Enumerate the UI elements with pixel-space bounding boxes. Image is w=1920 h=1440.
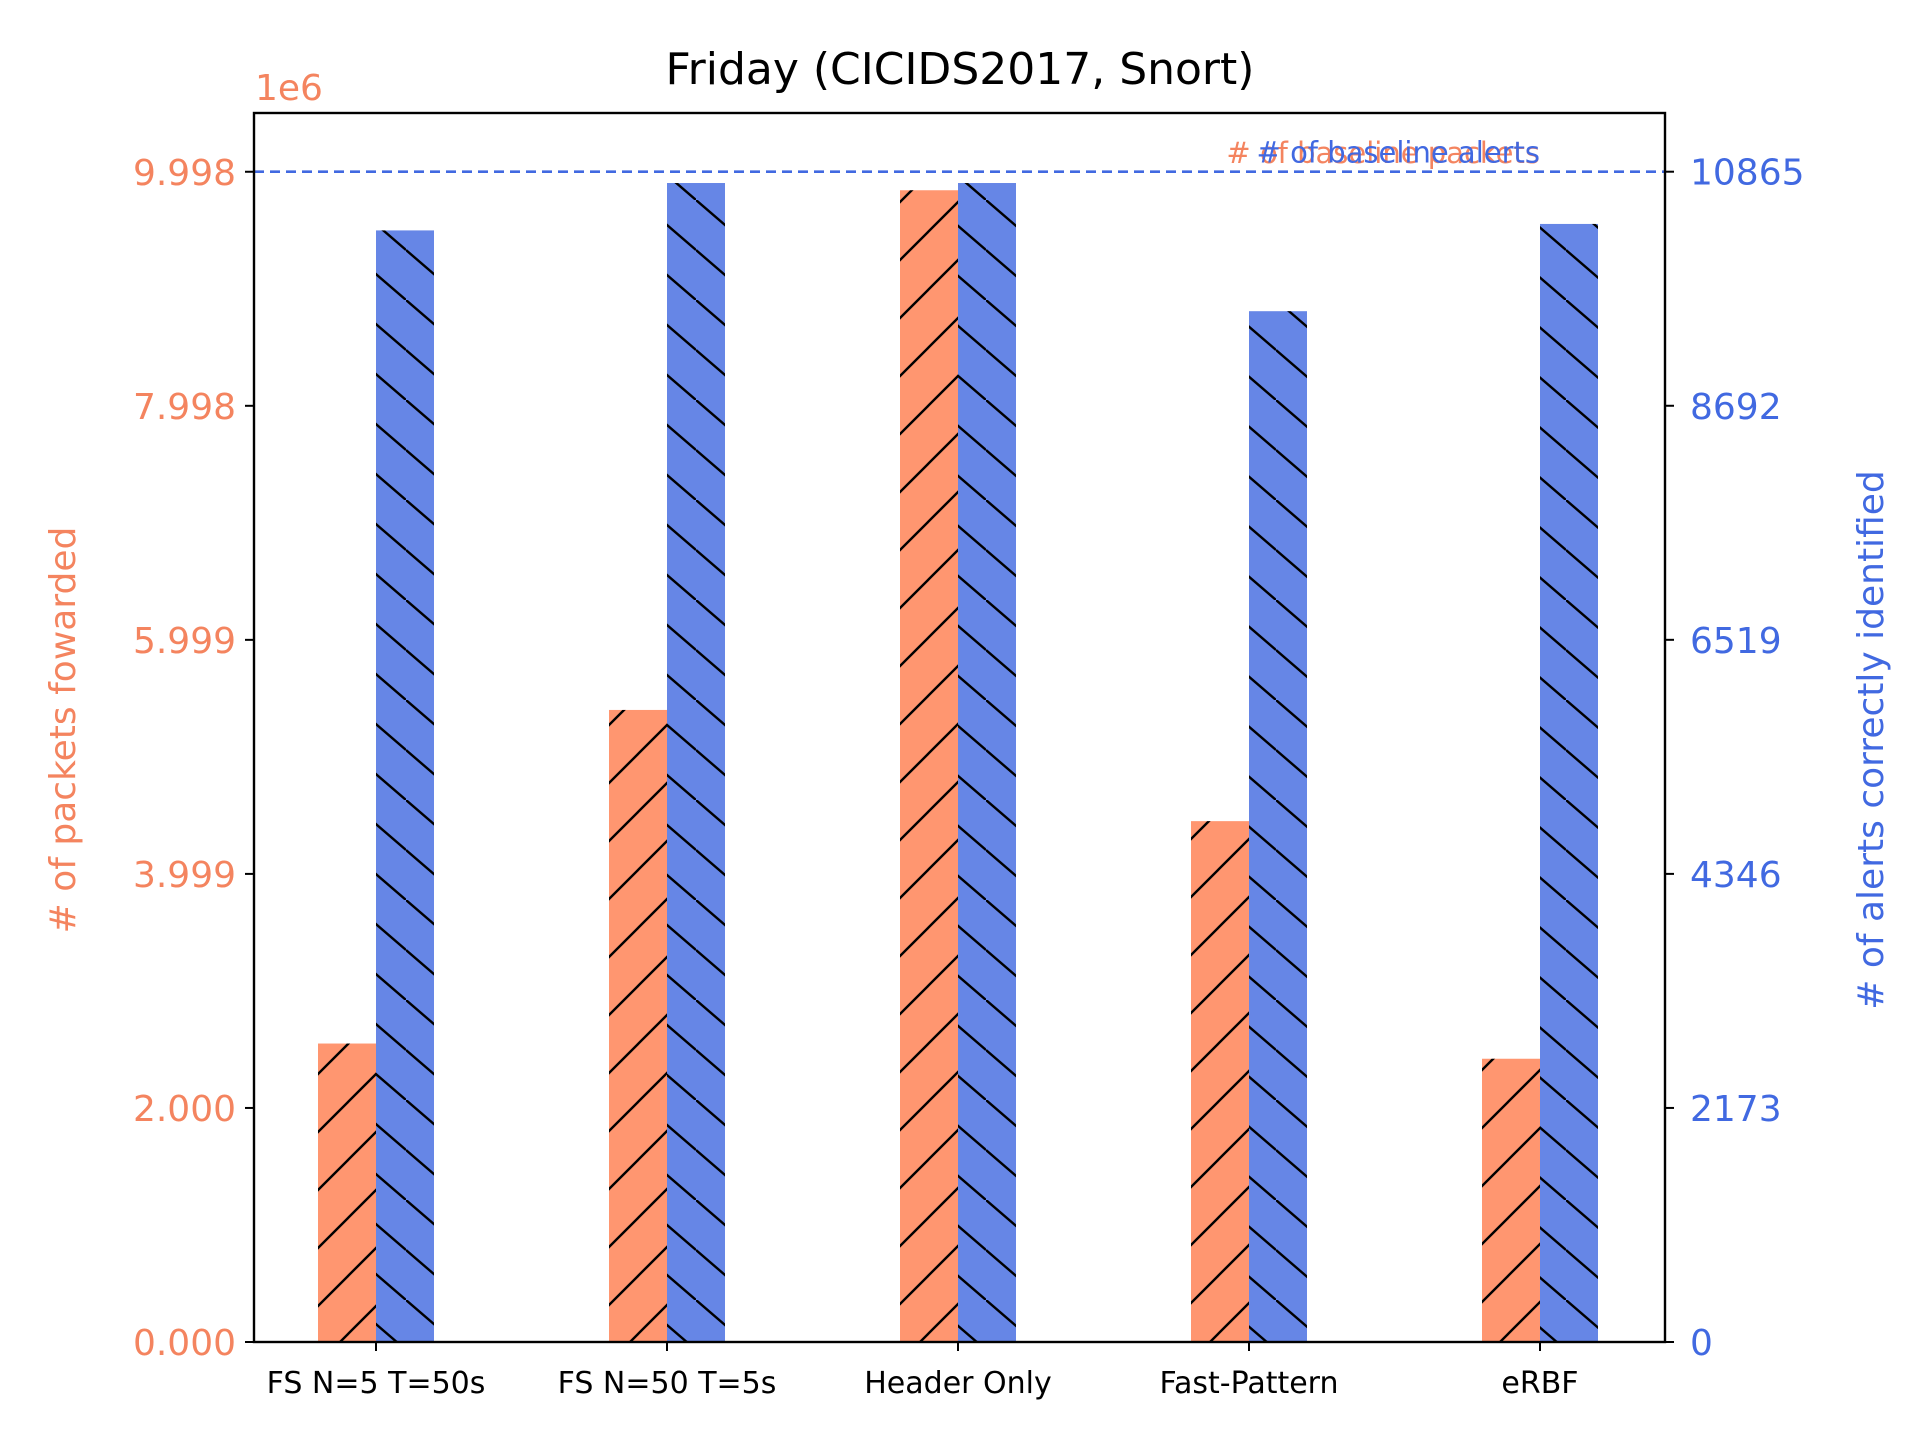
bar-alerts — [376, 230, 434, 1343]
reference-lines: # of baseline packets# of baseline alert… — [254, 136, 1665, 174]
right-tick-label: 8692 — [1690, 387, 1782, 428]
x-tick-label: FS N=50 T=5s — [558, 1366, 777, 1401]
left-tick-label: 2.000 — [133, 1089, 236, 1130]
bars-layer — [318, 183, 1598, 1343]
bar-packets — [318, 1043, 376, 1342]
bar-packets — [609, 709, 667, 1342]
right-axis-label: # of alerts correctly identified — [1851, 470, 1892, 1010]
left-tick-label: 3.999 — [133, 855, 236, 896]
bar-alerts — [958, 183, 1016, 1342]
left-tick-label: 9.998 — [133, 153, 236, 194]
chart-title: Friday (CICIDS2017, Snort) — [666, 44, 1255, 95]
bar-alerts — [1540, 223, 1598, 1343]
bar-packets — [900, 190, 958, 1342]
right-tick-label: 4346 — [1690, 855, 1782, 896]
right-tick-label: 0 — [1690, 1323, 1713, 1364]
axes: FS N=5 T=50s FS N=50 T=5s Header Only Fast-… — [133, 111, 1805, 1401]
left-tick-label: 0.000 — [133, 1323, 236, 1364]
left-axis-offset-label: 1e6 — [255, 68, 323, 109]
x-tick-label: eRBF — [1501, 1366, 1578, 1401]
x-tick-label: Fast-Pattern — [1159, 1366, 1338, 1401]
bar-packets — [1482, 1058, 1540, 1342]
plot-frame — [252, 111, 1667, 1344]
left-tick-label: 5.999 — [133, 621, 236, 662]
baseline-label: # of baseline packets — [1226, 136, 1540, 170]
right-tick-label: 10865 — [1690, 153, 1805, 194]
x-tick-label: Header Only — [864, 1366, 1052, 1401]
bar-packets — [1191, 821, 1249, 1342]
left-axis-label: # of packets fowarded — [43, 527, 84, 934]
baseline-label: # of baseline alerts — [1257, 136, 1540, 170]
left-tick-label: 7.998 — [133, 387, 236, 428]
right-tick-label: 2173 — [1690, 1089, 1782, 1130]
bar-alerts — [667, 183, 725, 1342]
bar-alerts — [1249, 311, 1307, 1343]
x-tick-label: FS N=5 T=50s — [267, 1366, 486, 1401]
right-tick-label: 6519 — [1690, 621, 1782, 662]
